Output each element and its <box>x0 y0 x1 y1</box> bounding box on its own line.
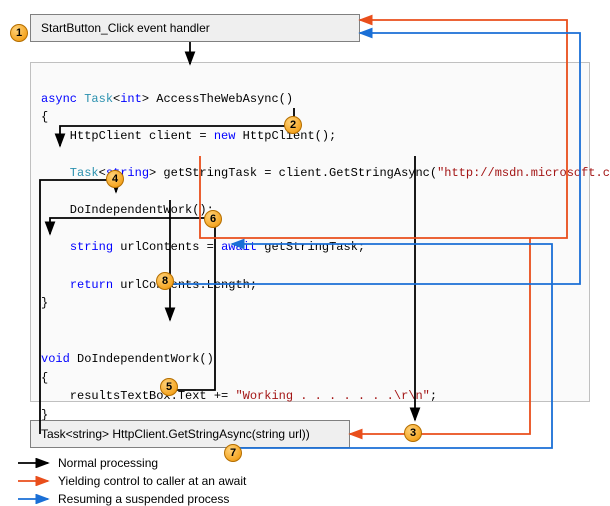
l9a <box>41 240 70 254</box>
l7: DoIndependentWork(); <box>41 203 214 217</box>
kw-task: Task <box>77 92 113 106</box>
step-5: 5 <box>160 378 178 396</box>
getstring-prefix: Task<string> <box>41 427 109 441</box>
legend-yield-arrow <box>18 476 52 486</box>
step-2: 2 <box>284 116 302 134</box>
code-block: async Task<int> AccessTheWebAsync() { Ht… <box>30 62 590 402</box>
legend-resume-text: Resuming a suspended process <box>58 492 229 506</box>
legend-yield-text: Yielding control to caller at an await <box>58 474 246 488</box>
l11b: urlContents.Length; <box>113 278 257 292</box>
l5-task: Task <box>41 166 99 180</box>
kw-int: int <box>120 92 142 106</box>
legend-resume: Resuming a suspended process <box>18 492 229 506</box>
step-6: 6 <box>204 210 222 228</box>
kw-async: async <box>41 92 77 106</box>
l16-str: "Working . . . . . . .\r\n" <box>235 389 429 403</box>
l3a: HttpClient client = <box>41 129 214 143</box>
handler-label: StartButton_Click event handler <box>41 21 210 35</box>
step-4: 4 <box>106 170 124 188</box>
l5-url: "http://msdn.microsoft.com" <box>437 166 610 180</box>
legend-resume-arrow <box>18 494 52 504</box>
l11a <box>41 278 70 292</box>
l9c: getStringTask; <box>257 240 365 254</box>
legend-normal-arrow <box>18 458 52 468</box>
legend-normal: Normal processing <box>18 456 158 470</box>
l1-rest: > AccessTheWebAsync() <box>142 92 293 106</box>
kw-await: await <box>221 240 257 254</box>
step-3: 3 <box>404 424 422 442</box>
handler-box: StartButton_Click event handler <box>30 14 360 42</box>
l9-string: string <box>70 240 113 254</box>
step-8: 8 <box>156 272 174 290</box>
l12: } <box>41 296 48 310</box>
l14-rest: DoIndependentWork() <box>70 352 214 366</box>
legend-normal-text: Normal processing <box>58 456 158 470</box>
getstring-rest: HttpClient.GetStringAsync(string url)) <box>109 427 310 441</box>
l15: { <box>41 371 48 385</box>
l9b: urlContents = <box>113 240 221 254</box>
kw-return: return <box>70 278 113 292</box>
l16a: resultsTextBox.Text += <box>41 389 235 403</box>
legend-yield: Yielding control to caller at an await <box>18 474 246 488</box>
kw-void: void <box>41 352 70 366</box>
l2: { <box>41 110 48 124</box>
l5-rest: > getStringTask = client.GetStringAsync( <box>149 166 437 180</box>
l16b: ; <box>430 389 437 403</box>
getstring-box: Task<string> HttpClient.GetStringAsync(s… <box>30 420 350 448</box>
kw-new: new <box>214 129 236 143</box>
step-7: 7 <box>224 444 242 462</box>
step-1: 1 <box>10 24 28 42</box>
